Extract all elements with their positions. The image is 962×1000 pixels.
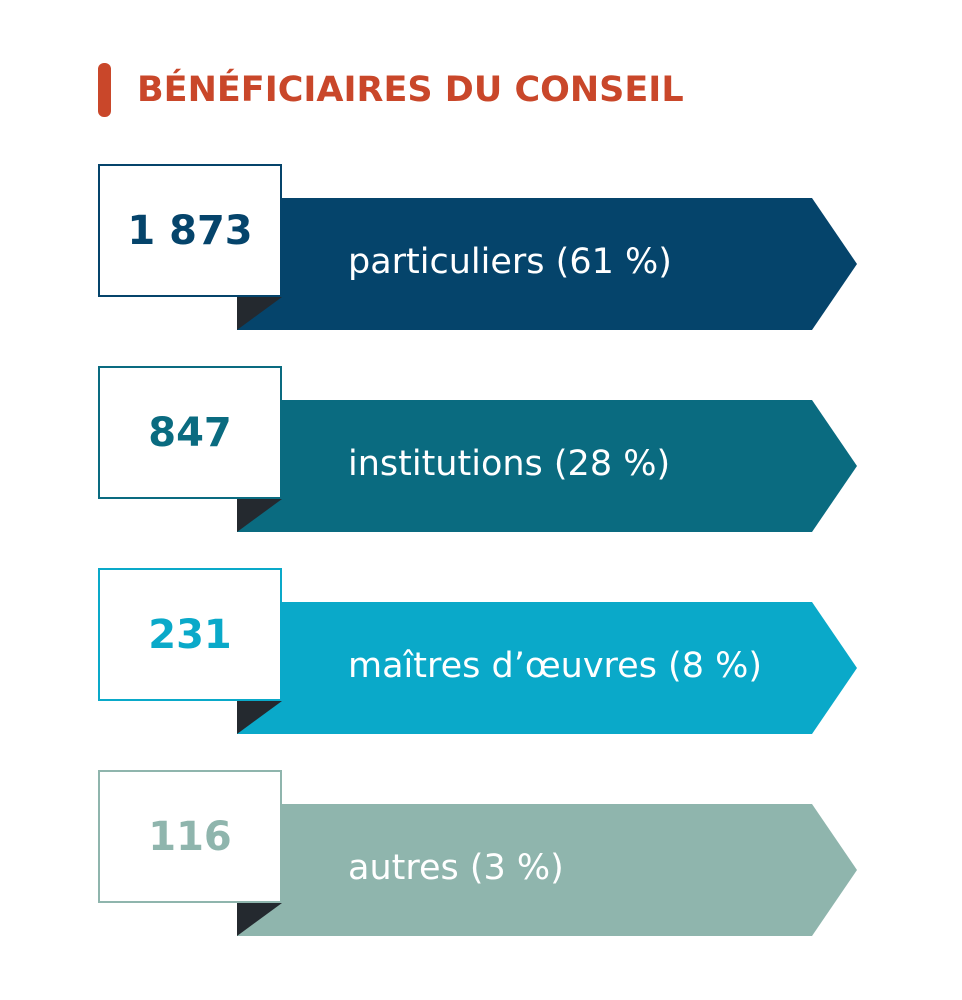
arrow-bar (237, 804, 857, 936)
category-label: institutions (28 %) (348, 444, 671, 484)
row-shapes (237, 602, 857, 734)
count-box: 847 (98, 366, 282, 499)
box-shadow-fold (237, 701, 282, 734)
arrow-bar (237, 198, 857, 330)
box-shadow-fold (237, 903, 282, 936)
row-shapes (237, 804, 857, 936)
count-box: 231 (98, 568, 282, 701)
category-label: autres (3 %) (348, 848, 564, 888)
section-header: BÉNÉFICIAIRES DU CONSEIL (98, 62, 684, 118)
row-shapes (237, 400, 857, 532)
box-shadow-fold (237, 297, 282, 330)
beneficiary-row-autres: 116 autres (3 %) (0, 770, 962, 950)
count-value: 847 (148, 410, 232, 456)
arrow-bar (237, 400, 857, 532)
category-label: maîtres d’œuvres (8 %) (348, 646, 763, 686)
beneficiary-row-maitres-doeuvres: 231 maîtres d’œuvres (8 %) (0, 568, 962, 748)
box-shadow-fold (237, 499, 282, 532)
count-value: 1 873 (127, 208, 253, 254)
beneficiary-row-institutions: 847 institutions (28 %) (0, 366, 962, 546)
category-label: particuliers (61 %) (348, 242, 672, 282)
page-title: BÉNÉFICIAIRES DU CONSEIL (137, 70, 684, 110)
arrow-bar (237, 602, 857, 734)
beneficiary-row-particuliers: 1 873 particuliers (61 %) (0, 164, 962, 344)
count-box: 116 (98, 770, 282, 903)
count-value: 116 (148, 814, 232, 860)
row-shapes (237, 198, 857, 330)
count-box: 1 873 (98, 164, 282, 297)
header-accent-bar (98, 63, 111, 117)
count-value: 231 (148, 612, 232, 658)
